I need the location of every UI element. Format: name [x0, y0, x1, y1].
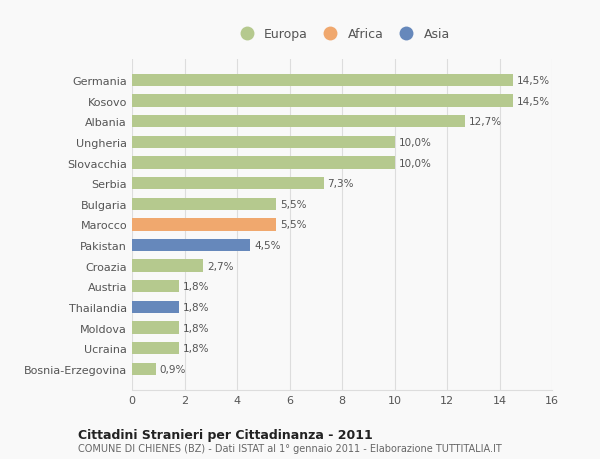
Bar: [132, 301, 179, 313]
Text: COMUNE DI CHIENES (BZ) - Dati ISTAT al 1° gennaio 2011 - Elaborazione TUTTITALIA: COMUNE DI CHIENES (BZ) - Dati ISTAT al 1…: [78, 443, 502, 453]
Bar: [132, 95, 512, 107]
Bar: [132, 157, 395, 169]
Text: 1,8%: 1,8%: [183, 343, 209, 353]
Text: 1,8%: 1,8%: [183, 282, 209, 291]
Text: 5,5%: 5,5%: [280, 199, 307, 209]
Bar: [132, 342, 179, 354]
Bar: [132, 239, 250, 252]
Text: 1,8%: 1,8%: [183, 302, 209, 312]
Text: 10,0%: 10,0%: [398, 138, 431, 148]
Bar: [132, 363, 155, 375]
Bar: [132, 178, 323, 190]
Text: 2,7%: 2,7%: [207, 261, 233, 271]
Text: 0,9%: 0,9%: [160, 364, 186, 374]
Bar: [132, 75, 512, 87]
Text: 7,3%: 7,3%: [328, 179, 354, 189]
Text: 4,5%: 4,5%: [254, 241, 281, 251]
Bar: [132, 219, 277, 231]
Bar: [132, 116, 466, 128]
Text: 14,5%: 14,5%: [517, 76, 550, 86]
Bar: [132, 136, 395, 149]
Bar: [132, 280, 179, 293]
Text: 10,0%: 10,0%: [398, 158, 431, 168]
Bar: [132, 322, 179, 334]
Text: 1,8%: 1,8%: [183, 323, 209, 333]
Text: 14,5%: 14,5%: [517, 96, 550, 106]
Text: Cittadini Stranieri per Cittadinanza - 2011: Cittadini Stranieri per Cittadinanza - 2…: [78, 428, 373, 442]
Text: 12,7%: 12,7%: [469, 117, 502, 127]
Legend: Europa, Africa, Asia: Europa, Africa, Asia: [229, 23, 455, 46]
Bar: [132, 260, 203, 272]
Text: 5,5%: 5,5%: [280, 220, 307, 230]
Bar: [132, 198, 277, 211]
